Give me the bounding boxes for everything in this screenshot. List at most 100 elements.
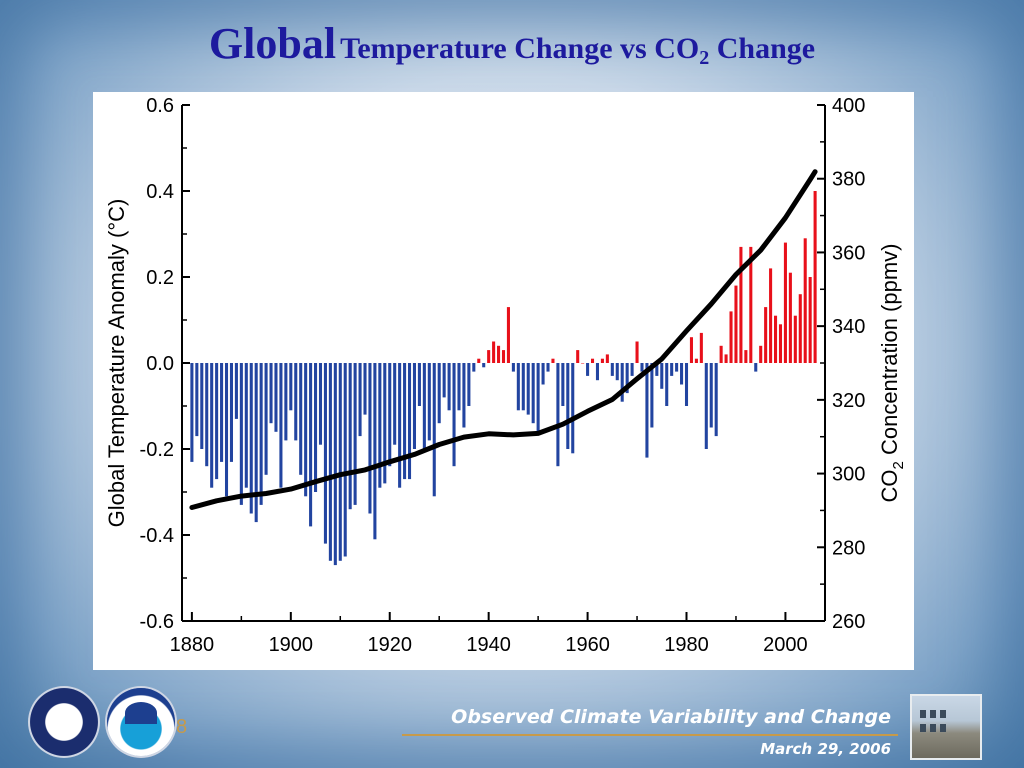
right-axis-title-subscript: 2 [890, 461, 907, 469]
temperature-bar [501, 350, 506, 363]
temperature-bar [581, 363, 585, 364]
temperature-bar [378, 363, 382, 488]
temperature-bar [220, 363, 224, 462]
slide-title: Global Temperature Change vs CO2 Change [0, 18, 1024, 70]
slide-title-rest: Temperature Change vs CO2 Change [340, 32, 815, 69]
temperature-bar [600, 358, 604, 363]
left-tick-label: 0.4 [146, 181, 174, 203]
temperature-bar [274, 363, 278, 432]
temperature-bar [620, 363, 624, 402]
temperature-bar [551, 358, 555, 363]
temperature-bar [304, 363, 308, 497]
temperature-bar [680, 363, 684, 385]
temperature-bar [778, 324, 783, 363]
temperature-bar [521, 363, 525, 411]
left-tick-label: -0.2 [140, 439, 174, 461]
temperature-bar [689, 337, 693, 363]
temperature-bar [774, 315, 778, 363]
temperature-bar [398, 363, 402, 488]
x-tick-label: 2000 [763, 634, 808, 656]
temperature-bar [769, 268, 773, 363]
temperature-bar [595, 363, 600, 381]
temperature-bar [615, 363, 619, 381]
temperature-bar [684, 363, 689, 406]
temperature-bar [610, 363, 614, 376]
right-tick-label: 340 [832, 316, 865, 338]
temperature-bar [239, 363, 243, 505]
temperature-bar [264, 363, 268, 475]
temperature-bar [783, 242, 787, 363]
temperature-bar [764, 307, 768, 363]
slide-title-subscript: 2 [699, 47, 710, 69]
temperature-bar [318, 363, 323, 445]
right-tick-label: 360 [832, 242, 865, 264]
right-tick-label: 280 [832, 537, 865, 559]
temperature-bar [427, 363, 431, 441]
temperature-bar [407, 363, 412, 480]
temperature-bar [244, 363, 248, 488]
temperature-bar [358, 363, 362, 437]
temperature-bar [714, 363, 718, 437]
temperature-bar [630, 363, 634, 376]
temperature-bar [289, 363, 293, 411]
chart-panel: 0.6 0.4 0.2 0.0 -0.2 -0.4 -0.6 400 380 360 340 320 3… [93, 92, 914, 670]
temperature-bar [234, 363, 238, 419]
temperature-bar [526, 363, 530, 415]
temperature-bar [417, 363, 421, 406]
temperature-bar [511, 363, 515, 372]
temperature-bar [724, 354, 728, 363]
temperature-bar [506, 307, 510, 363]
temperature-bar [467, 363, 471, 406]
x-tick-label: 1960 [565, 634, 610, 656]
temperature-bar [363, 363, 367, 415]
temperature-bar [665, 363, 669, 406]
temperature-bar [195, 363, 199, 437]
temperature-bar [744, 350, 748, 363]
temperature-bar [294, 363, 298, 441]
x-tick-label: 1940 [466, 634, 511, 656]
temperature-bar [734, 285, 738, 363]
temperature-bar [497, 345, 501, 363]
left-tick-label: 0.6 [146, 95, 174, 117]
temperature-bar [452, 363, 456, 467]
temperature-bar [447, 363, 451, 411]
right-tick-label: 380 [832, 169, 865, 191]
co2-line [189, 169, 818, 510]
temperature-bar [754, 363, 758, 372]
temperature-bar [403, 363, 407, 480]
temperature-bar [561, 363, 565, 406]
temperature-bar [314, 363, 318, 492]
temperature-bar [432, 363, 436, 497]
x-tick-label: 1980 [664, 634, 709, 656]
temperature-bar [813, 191, 817, 363]
temperature-bar [422, 363, 426, 449]
x-tick-label: 1900 [269, 634, 314, 656]
temperature-bar [541, 363, 545, 385]
temperature-bar [699, 332, 703, 363]
temperature-bar [343, 363, 347, 557]
left-tick-label: 0.2 [146, 267, 174, 289]
temperature-bar [388, 363, 392, 467]
temperature-bar [492, 341, 496, 363]
temperature-bar [472, 363, 476, 372]
temperature-bar [477, 358, 481, 363]
temperature-bar [571, 363, 575, 454]
temperature-bar [759, 345, 763, 363]
temperature-bar [210, 363, 214, 488]
footer-title: Observed Climate Variability and Change [451, 706, 891, 728]
temperature-bar [368, 363, 372, 514]
temperature-bar [383, 363, 387, 484]
temperature-bar [556, 363, 560, 467]
temperature-bar [645, 363, 649, 458]
temperature-bar [224, 363, 229, 497]
temperature-bar [709, 363, 713, 428]
temperature-bar [546, 363, 550, 372]
temperature-bar [249, 363, 253, 514]
temperature-co2-chart: 0.6 0.4 0.2 0.0 -0.2 -0.4 -0.6 400 380 360 340 320 3… [104, 95, 907, 656]
temperature-bar [808, 277, 812, 363]
temperature-bar [393, 363, 397, 445]
temperature-bar [254, 363, 258, 523]
temperature-bar [694, 358, 698, 363]
right-tick-label: 300 [832, 464, 865, 486]
temperature-bar [200, 363, 204, 449]
